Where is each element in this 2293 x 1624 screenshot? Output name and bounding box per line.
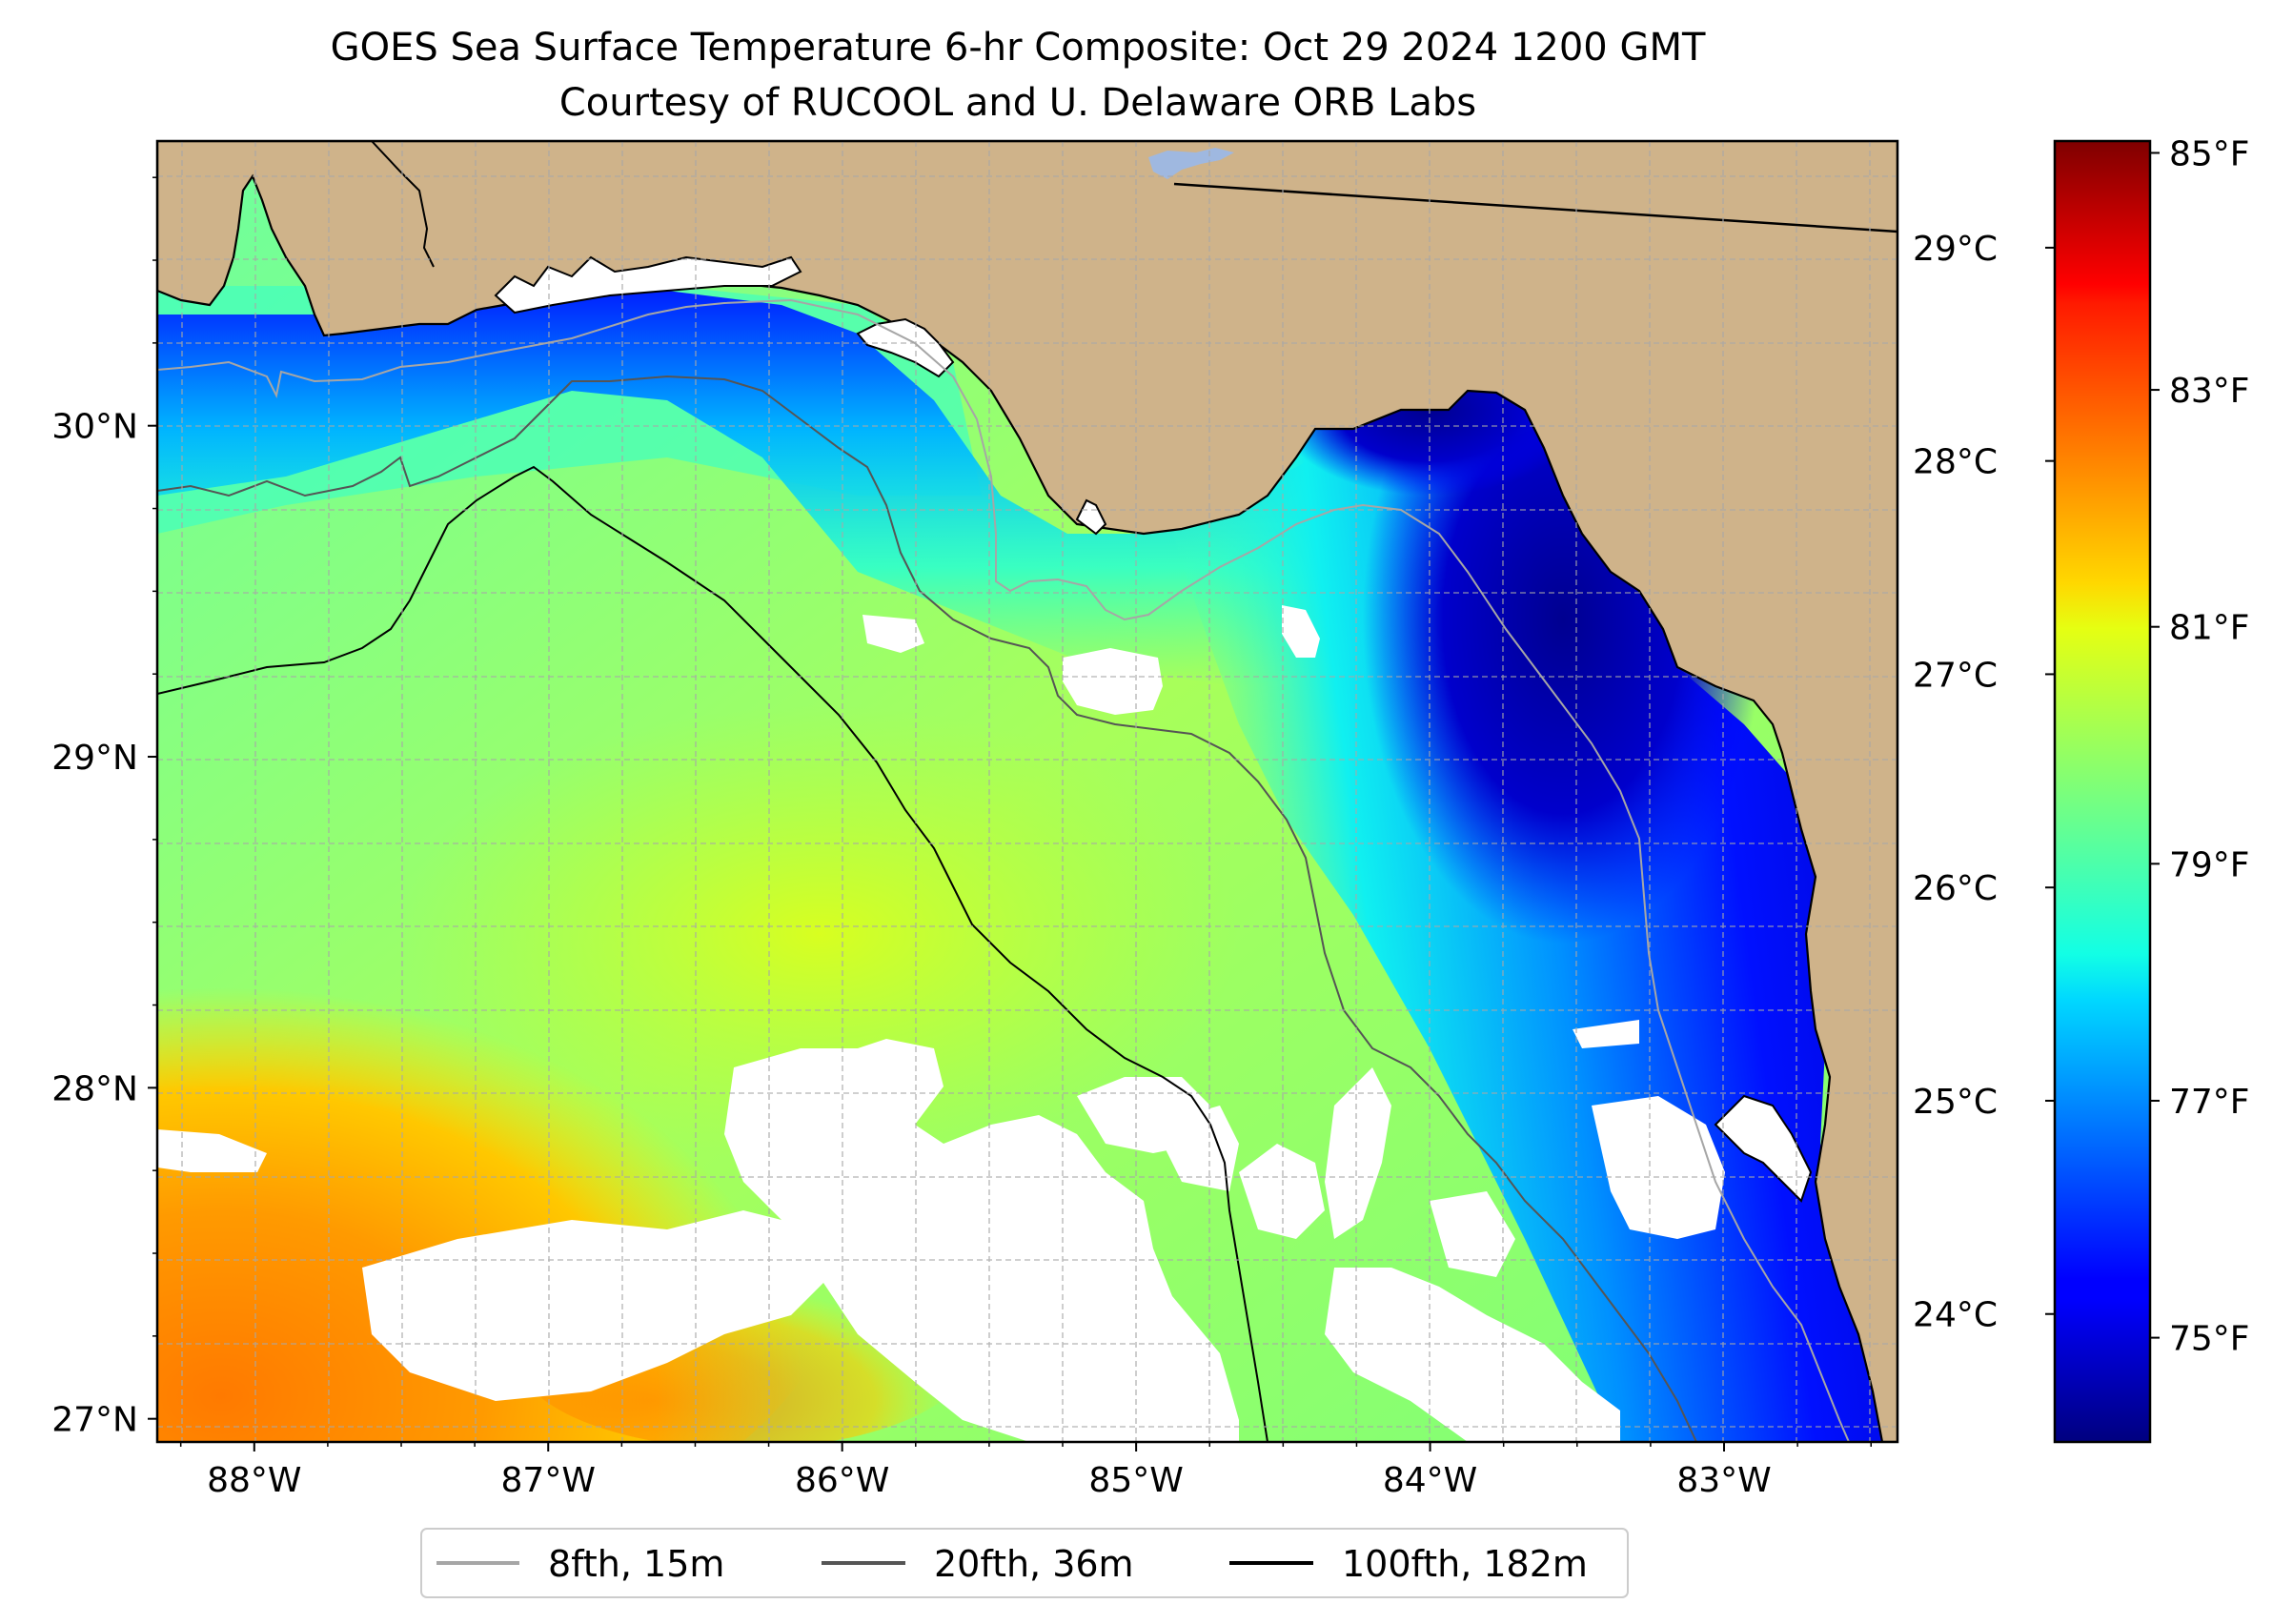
colorbar-celsius-label: 29°C [1913, 230, 1998, 269]
isobath-legend: 8fth, 15m 20fth, 36m 100fth, 182m [420, 1528, 1629, 1598]
isobaths [157, 298, 1850, 1442]
longitude-tick-label: 88°W [207, 1461, 301, 1500]
longitude-tick-label: 85°W [1088, 1461, 1183, 1500]
isobath-8fth [157, 298, 1850, 1442]
colorbar-celsius-label: 25°C [1913, 1083, 1998, 1122]
state-boundary-line [1173, 182, 1897, 233]
colorbar-fahrenheit-axis: 75°F 77°F 79°F 81°F 83°F 85°F [2150, 134, 2250, 1359]
longitude-tick-label: 83°W [1676, 1461, 1771, 1500]
colorbar-fahrenheit-label: 77°F [2169, 1083, 2250, 1122]
longitude-tick-label: 86°W [795, 1461, 889, 1500]
colorbar-fahrenheit-label: 83°F [2169, 372, 2250, 411]
longitude-tick-label: 84°W [1383, 1461, 1477, 1500]
colorbar-celsius-axis: 24°C 25°C 26°C 27°C 28°C 29°C [1913, 230, 2055, 1335]
colorbar-fahrenheit-label: 85°F [2169, 134, 2250, 173]
colorbar-fahrenheit-label: 75°F [2169, 1320, 2250, 1359]
map-frame [155, 139, 1899, 1444]
land [157, 141, 1897, 1442]
colorbar-celsius-label: 26°C [1913, 869, 1998, 908]
map-title: GOES Sea Surface Temperature 6-hr Compos… [331, 26, 1706, 70]
river-lake-feature [1148, 148, 1234, 179]
longitude-axis: 88°W 87°W 86°W 85°W 84°W 83°W [179, 1442, 1872, 1500]
inland-water [494, 255, 1813, 1203]
isobath-100fth [157, 465, 1268, 1442]
legend-label-100fth: 100fth, 182m [1342, 1543, 1588, 1585]
map-panel [157, 141, 1897, 1442]
legend-label-20fth: 20fth, 36m [934, 1543, 1134, 1585]
latitude-tick-label: 27°N [51, 1401, 138, 1440]
longitude-tick-label: 87°W [501, 1461, 596, 1500]
isobath-20fth [157, 375, 1697, 1442]
colorbar-celsius-label: 28°C [1913, 443, 1998, 482]
colorbar-celsius-label: 27°C [1913, 656, 1998, 695]
legend-box [420, 1528, 1629, 1598]
colorbar-fahrenheit-label: 81°F [2169, 609, 2250, 648]
land-northern-gulf-coast [157, 141, 1897, 1442]
western-river-line [371, 141, 435, 268]
gridlines [157, 141, 1897, 1442]
latitude-tick-label: 29°N [51, 739, 138, 778]
latitude-tick-label: 30°N [51, 408, 138, 447]
colorbar-celsius-label: 24°C [1913, 1296, 1998, 1335]
latitude-tick-label: 28°N [51, 1069, 138, 1108]
map-subtitle: Courtesy of RUCOOL and U. Delaware ORB L… [559, 81, 1476, 125]
latitude-axis: 30°N 29°N 28°N 27°N [51, 176, 157, 1440]
colorbar-fahrenheit-label: 79°F [2169, 845, 2250, 884]
cloud-mask [157, 605, 1725, 1442]
colorbar: 24°C 25°C 26°C 27°C 28°C 29°C 75°F 77°F 79°F 81°… [1913, 134, 2250, 1444]
colorbar-scale [2053, 139, 2152, 1444]
northern-coastal-cool-band [157, 291, 1525, 686]
legend-label-8fth: 8fth, 15m [548, 1543, 724, 1585]
